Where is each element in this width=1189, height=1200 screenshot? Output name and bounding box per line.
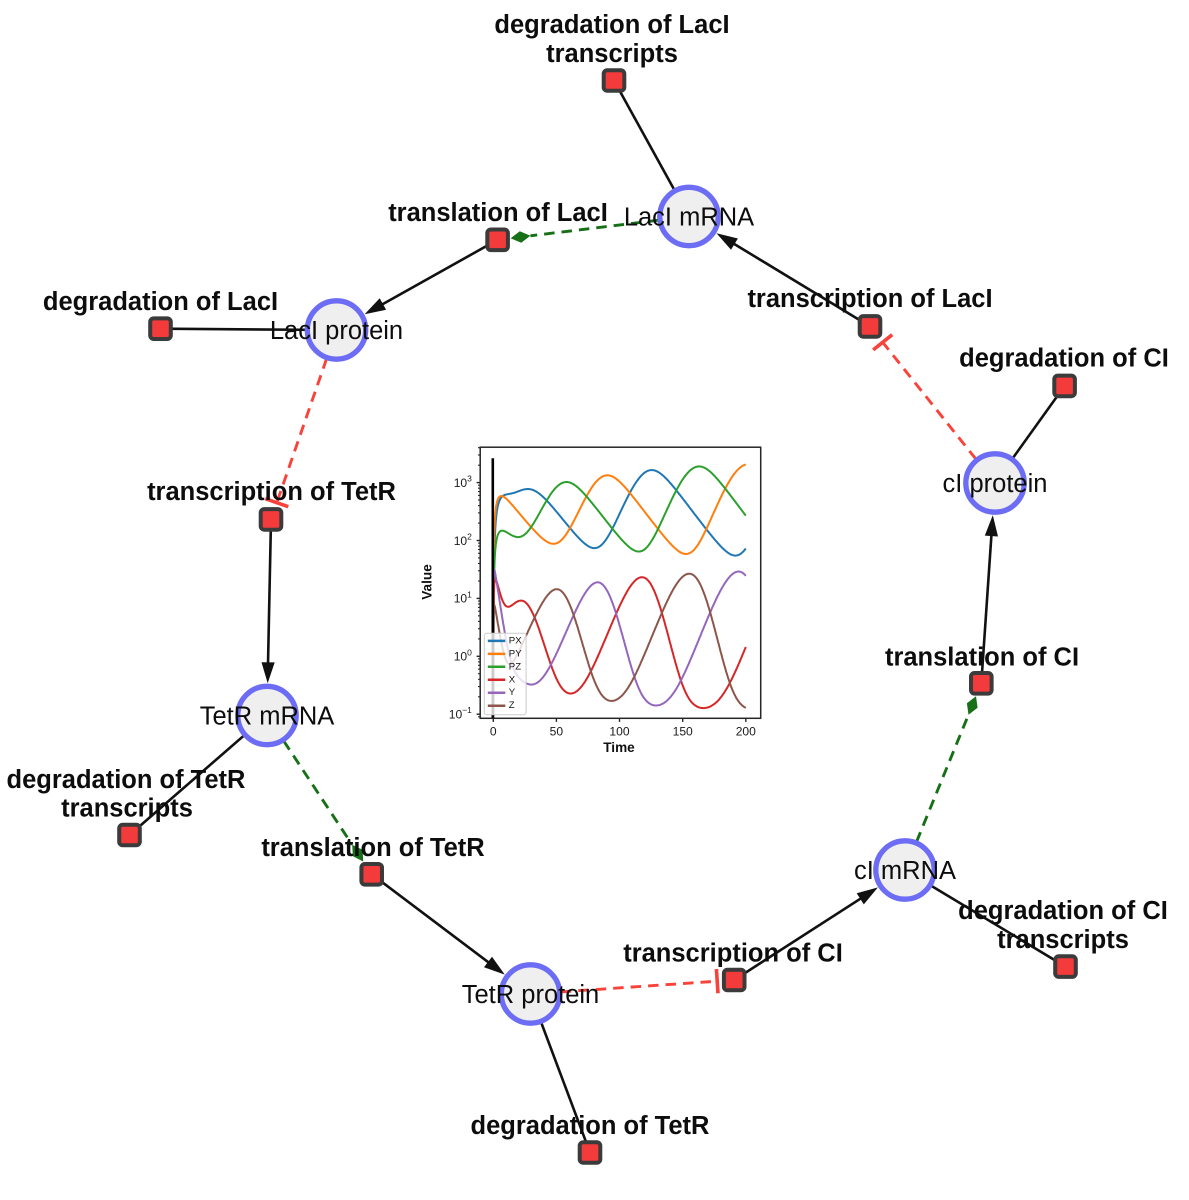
svg-text:50: 50 xyxy=(550,724,564,738)
svg-text:degradation of CI: degradation of CI xyxy=(959,345,1169,373)
svg-text:Value: Value xyxy=(420,564,435,600)
svg-text:0: 0 xyxy=(490,724,497,738)
svg-text:degradation of LacI: degradation of LacI xyxy=(494,11,729,39)
svg-text:PX: PX xyxy=(509,635,522,646)
svg-text:TetR mRNA: TetR mRNA xyxy=(200,703,335,731)
svg-text:degradation of CI: degradation of CI xyxy=(958,897,1168,925)
svg-text:PY: PY xyxy=(509,648,522,659)
svg-text:100: 100 xyxy=(609,724,629,738)
svg-text:transcripts: transcripts xyxy=(997,926,1129,954)
svg-text:LacI mRNA: LacI mRNA xyxy=(624,204,754,232)
svg-text:200: 200 xyxy=(736,724,756,738)
svg-text:translation of LacI: translation of LacI xyxy=(388,199,608,227)
svg-text:150: 150 xyxy=(673,724,693,738)
svg-text:translation of TetR: translation of TetR xyxy=(261,834,484,862)
svg-text:degradation of TetR: degradation of TetR xyxy=(471,1112,710,1140)
svg-text:X: X xyxy=(509,674,516,685)
svg-text:degradation of TetR: degradation of TetR xyxy=(7,766,246,794)
svg-text:transcription of TetR: transcription of TetR xyxy=(147,478,396,506)
svg-text:transcription of CI: transcription of CI xyxy=(623,940,843,968)
svg-text:LacI protein: LacI protein xyxy=(270,317,403,345)
svg-text:Z: Z xyxy=(509,700,515,711)
svg-text:PZ: PZ xyxy=(509,661,521,672)
svg-text:Y: Y xyxy=(509,687,516,698)
svg-text:cI mRNA: cI mRNA xyxy=(854,857,956,885)
svg-text:transcription of LacI: transcription of LacI xyxy=(747,285,992,313)
svg-text:TetR protein: TetR protein xyxy=(462,981,600,1009)
svg-text:transcripts: transcripts xyxy=(61,795,193,823)
svg-text:degradation of LacI: degradation of LacI xyxy=(43,288,278,316)
svg-text:transcripts: transcripts xyxy=(546,40,678,68)
svg-text:translation of CI: translation of CI xyxy=(885,644,1079,672)
svg-text:Time: Time xyxy=(603,740,635,755)
svg-text:cI protein: cI protein xyxy=(943,470,1048,498)
